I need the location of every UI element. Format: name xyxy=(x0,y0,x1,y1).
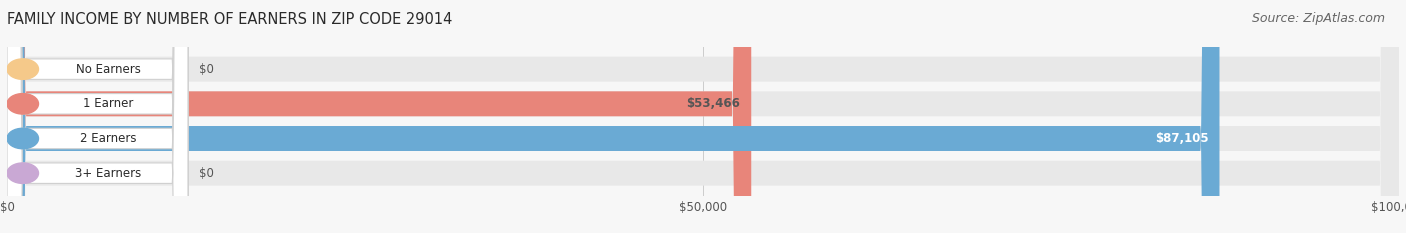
Text: Source: ZipAtlas.com: Source: ZipAtlas.com xyxy=(1251,12,1385,25)
FancyBboxPatch shape xyxy=(7,0,188,233)
FancyBboxPatch shape xyxy=(7,0,188,233)
Text: $87,105: $87,105 xyxy=(1154,132,1208,145)
Text: FAMILY INCOME BY NUMBER OF EARNERS IN ZIP CODE 29014: FAMILY INCOME BY NUMBER OF EARNERS IN ZI… xyxy=(7,12,453,27)
FancyBboxPatch shape xyxy=(7,0,751,233)
Ellipse shape xyxy=(7,94,38,114)
FancyBboxPatch shape xyxy=(7,0,1399,233)
FancyBboxPatch shape xyxy=(7,0,188,233)
Ellipse shape xyxy=(7,128,38,149)
Text: No Earners: No Earners xyxy=(76,63,141,76)
Text: $0: $0 xyxy=(200,167,214,180)
Text: $0: $0 xyxy=(200,63,214,76)
FancyBboxPatch shape xyxy=(7,0,1399,233)
Text: $53,466: $53,466 xyxy=(686,97,740,110)
Ellipse shape xyxy=(7,163,38,183)
FancyBboxPatch shape xyxy=(7,0,1399,233)
Text: 1 Earner: 1 Earner xyxy=(83,97,134,110)
Text: 2 Earners: 2 Earners xyxy=(80,132,136,145)
Text: 3+ Earners: 3+ Earners xyxy=(76,167,142,180)
FancyBboxPatch shape xyxy=(7,0,1399,233)
FancyBboxPatch shape xyxy=(7,0,1219,233)
FancyBboxPatch shape xyxy=(7,0,188,233)
Ellipse shape xyxy=(7,59,38,79)
